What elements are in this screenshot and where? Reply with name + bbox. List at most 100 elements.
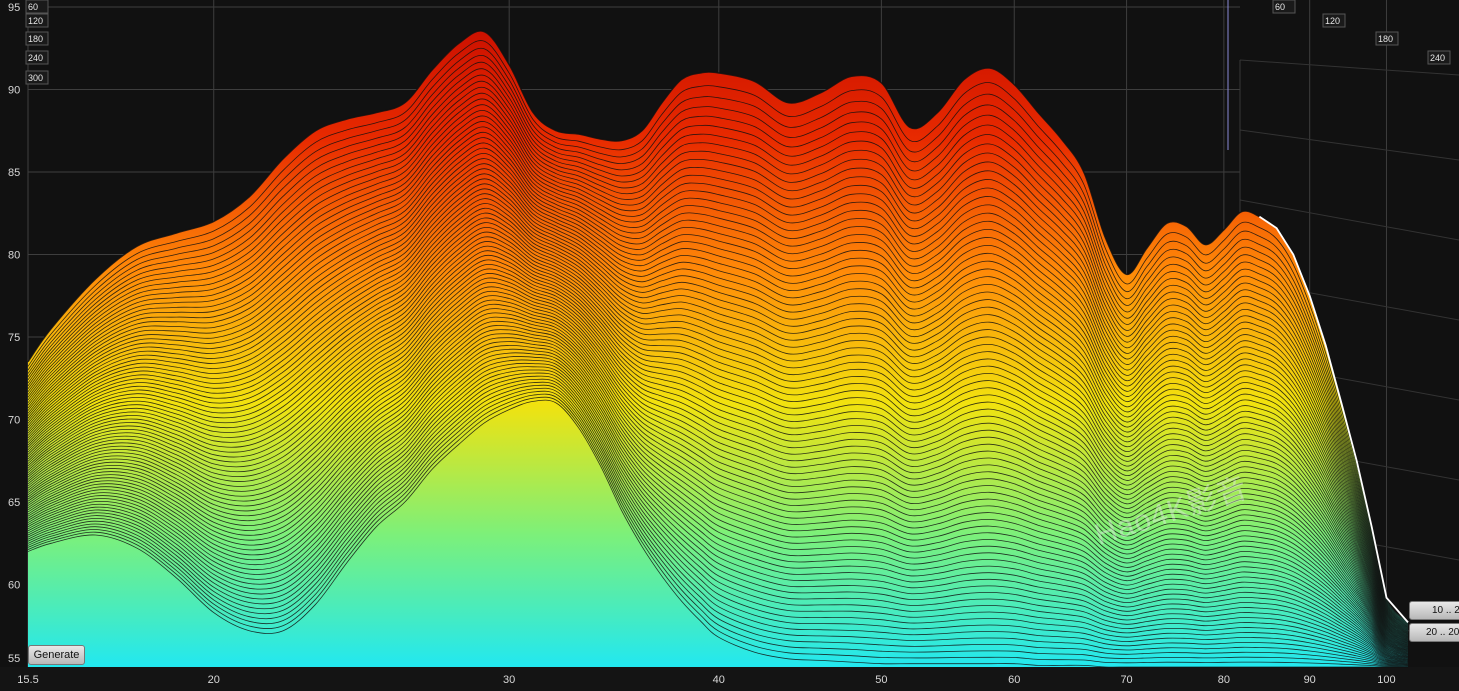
x-tick-label: 40 xyxy=(713,674,725,686)
slice-line xyxy=(27,115,1409,633)
time-tag-label: 120 xyxy=(1325,16,1340,26)
time-tag-box xyxy=(1322,13,1346,28)
slice-line xyxy=(27,193,1409,642)
slice-line xyxy=(27,121,1409,634)
slice-line xyxy=(27,259,1409,649)
x-tick-label: 90 xyxy=(1304,674,1316,686)
slice-line xyxy=(27,381,1409,665)
range-button-10-20[interactable]: 10 .. 20 xyxy=(1409,601,1459,620)
y-tick-label: 80 xyxy=(8,250,20,262)
x-tick-label: 30 xyxy=(503,674,515,686)
slice-line xyxy=(27,359,1409,662)
slice-line xyxy=(27,290,1409,653)
slice-line xyxy=(27,222,1409,645)
slice-line xyxy=(27,390,1409,666)
time-tag-box xyxy=(1272,0,1296,14)
slice-line xyxy=(27,277,1409,651)
slice-line xyxy=(27,158,1409,638)
slice-line xyxy=(27,47,1409,625)
slice-line xyxy=(27,231,1409,646)
x-tick-label: 70 xyxy=(1120,674,1132,686)
time-tag-label: 240 xyxy=(28,53,43,63)
slice-line xyxy=(27,142,1409,636)
perspective-line xyxy=(1239,199,1459,241)
slice-line xyxy=(27,369,1409,663)
slice-line xyxy=(27,352,1409,661)
slice-line xyxy=(27,264,1409,650)
slice-line xyxy=(27,207,1409,643)
time-tag-label: 300 xyxy=(28,73,43,83)
slice-line xyxy=(27,86,1409,630)
slice-line xyxy=(27,329,1409,658)
slice-line xyxy=(27,173,1409,639)
y-tick-label: 90 xyxy=(8,85,20,97)
y-tick-label: 55 xyxy=(8,653,20,665)
slice-line xyxy=(27,168,1409,639)
slice-line xyxy=(27,203,1409,643)
slice-line xyxy=(27,378,1409,664)
slice-line xyxy=(27,217,1409,645)
slice-line xyxy=(27,126,1409,634)
time-tag-label: 240 xyxy=(1430,53,1445,63)
x-tick-label: 80 xyxy=(1218,674,1230,686)
slice-line xyxy=(27,92,1409,630)
slice-line xyxy=(27,30,1409,623)
y-tick-label: 70 xyxy=(8,415,20,427)
slice-line xyxy=(27,110,1409,632)
x-axis-strip xyxy=(0,667,1459,691)
slice-line xyxy=(27,341,1409,659)
time-tag-label: 180 xyxy=(1378,34,1393,44)
slice-line xyxy=(27,40,1409,624)
time-tag-box xyxy=(1427,50,1451,65)
slice-line xyxy=(27,241,1409,647)
slice-line xyxy=(27,312,1409,656)
perspective-line xyxy=(1239,129,1459,161)
slice-line xyxy=(27,104,1409,632)
slice-line xyxy=(27,286,1409,652)
y-tick-label: 65 xyxy=(8,497,20,509)
slice-line xyxy=(27,366,1409,663)
x-tick-label: 100 xyxy=(1377,674,1395,686)
waterfall-slices xyxy=(27,30,1409,668)
time-tag-label: 60 xyxy=(28,2,38,12)
perspective-line xyxy=(1239,59,1459,76)
slice-line xyxy=(27,245,1409,648)
range-button-20-200[interactable]: 20 .. 200 xyxy=(1409,623,1459,642)
slice-line xyxy=(27,61,1409,627)
slice-line xyxy=(27,250,1409,648)
slice-line xyxy=(27,308,1409,655)
y-tick-label: 85 xyxy=(8,167,20,179)
time-tag-box xyxy=(25,50,49,65)
slice-line xyxy=(27,131,1409,635)
time-tag-box xyxy=(25,70,49,85)
slice-line xyxy=(27,178,1409,640)
slice-line xyxy=(27,316,1409,656)
slice-line xyxy=(27,303,1409,655)
time-tag-box xyxy=(25,31,49,46)
slice-line xyxy=(27,152,1409,637)
time-tag-box xyxy=(25,0,49,14)
slice-line xyxy=(27,295,1409,653)
time-tag-label: 120 xyxy=(28,16,43,26)
slice-line xyxy=(27,320,1409,657)
slice-line xyxy=(27,147,1409,637)
time-tag-box xyxy=(1375,31,1399,46)
slice-line xyxy=(27,273,1409,651)
slice-line xyxy=(27,384,1409,665)
slice-line xyxy=(27,299,1409,654)
slice-fill xyxy=(28,400,1408,668)
slice-line xyxy=(27,348,1409,660)
time-tag-label: 60 xyxy=(1275,2,1285,12)
slice-line xyxy=(27,188,1409,641)
slice-line xyxy=(27,227,1409,646)
y-axis-ticks: 95 90 85 80 75 70 65 60 55 xyxy=(8,2,20,665)
y-tick-label: 60 xyxy=(8,580,20,592)
slice-line xyxy=(27,198,1409,642)
slice-edge-highlight xyxy=(1258,215,1409,623)
time-tag-box xyxy=(25,13,49,28)
generate-button[interactable]: Generate xyxy=(28,645,85,665)
slice-line xyxy=(27,333,1409,658)
time-axis-right-labels: 60 120 180 240 xyxy=(1272,0,1451,65)
slice-line xyxy=(27,163,1409,638)
slice-line xyxy=(27,68,1409,627)
